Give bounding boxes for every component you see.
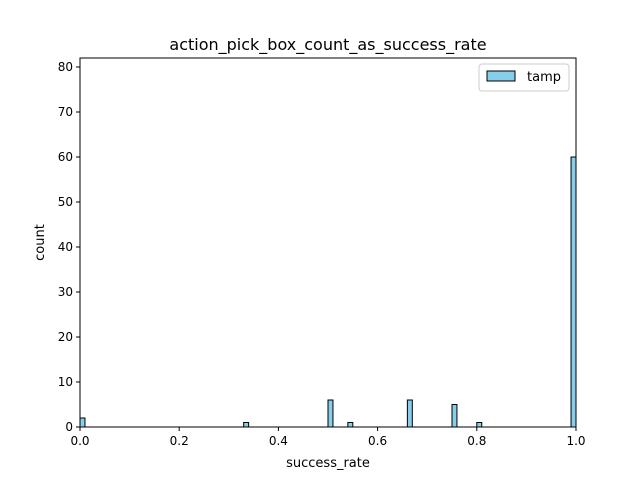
histogram-bar (243, 422, 250, 428)
x-axis-label: success_rate (286, 456, 370, 471)
x-axis: 0.0 0.2 0.4 0.6 0.8 1.0 (70, 427, 586, 448)
legend-swatch-tamp (486, 70, 516, 82)
y-tick-label: 40 (58, 240, 73, 254)
histogram-bar (347, 422, 354, 428)
y-tick-label: 10 (58, 375, 73, 389)
histogram-bar (327, 399, 334, 428)
x-tick-label: 0.2 (170, 434, 189, 448)
x-tick-label: 0.4 (269, 434, 288, 448)
histogram-bar (570, 156, 577, 428)
y-tick-label: 60 (58, 150, 73, 164)
legend: tamp (478, 63, 570, 92)
chart-title: action_pick_box_count_as_success_rate (169, 35, 486, 55)
x-tick-label: 0.0 (70, 434, 89, 448)
x-tick-label: 0.8 (467, 434, 486, 448)
y-tick-label: 70 (58, 105, 73, 119)
y-tick-label: 50 (58, 195, 73, 209)
histogram-bar (476, 422, 483, 428)
y-axis: 0 10 20 30 40 50 60 70 80 (58, 60, 80, 434)
y-axis-label: count (33, 224, 48, 261)
y-tick-label: 0 (65, 420, 73, 434)
histogram-bar (79, 417, 86, 428)
histogram-bar (451, 404, 458, 428)
x-tick-label: 1.0 (566, 434, 585, 448)
x-tick-label: 0.6 (368, 434, 387, 448)
histogram-bar (406, 399, 413, 428)
legend-label-tamp: tamp (527, 70, 561, 85)
plot-frame (79, 57, 577, 428)
y-tick-label: 80 (58, 60, 73, 74)
y-tick-label: 30 (58, 285, 73, 299)
y-tick-label: 20 (58, 330, 73, 344)
